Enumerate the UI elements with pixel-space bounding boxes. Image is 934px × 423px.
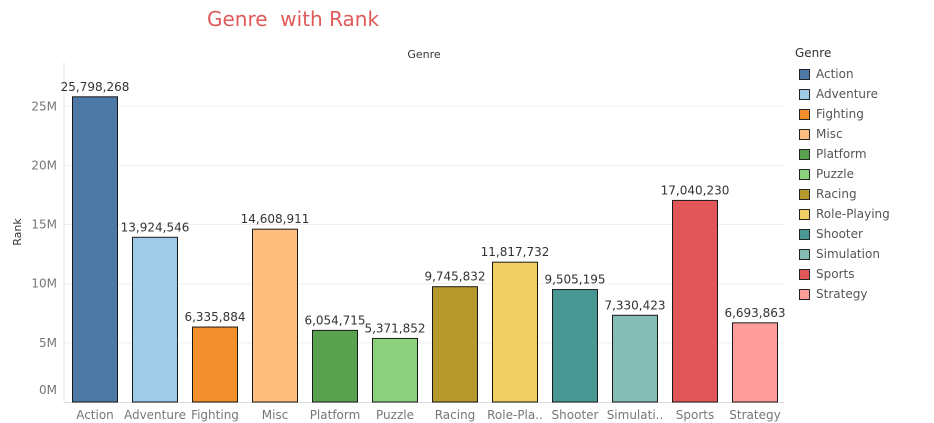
bar-simulati-: [612, 314, 658, 403]
bar-fighting: [192, 326, 238, 403]
column-header: Genre: [407, 48, 441, 61]
x-tick-label: Fighting: [191, 408, 239, 422]
legend-item[interactable]: Fighting: [795, 104, 890, 124]
legend-label: Shooter: [816, 227, 863, 241]
legend-item[interactable]: Simulation: [795, 244, 890, 264]
legend-swatch: [799, 88, 810, 100]
legend-item[interactable]: Adventure: [795, 84, 890, 104]
y-tick-label: 25M: [31, 99, 57, 113]
data-label: 9,505,195: [544, 273, 605, 287]
data-label: 9,745,832: [424, 270, 485, 284]
legend-label: Simulation: [816, 247, 880, 261]
legend-item[interactable]: Puzzle: [795, 164, 890, 184]
legend-swatch: [799, 168, 810, 180]
y-axis-label: Rank: [11, 218, 24, 246]
x-tick-label: Sports: [676, 408, 714, 422]
x-tick-label: Platform: [310, 408, 361, 422]
legend-swatch: [799, 228, 810, 240]
legend-label: Sports: [816, 267, 855, 281]
data-label: 6,693,863: [724, 306, 785, 320]
legend-label: Adventure: [816, 87, 879, 101]
x-tick-label: Role-Pla..: [487, 408, 543, 422]
bar-platform: [312, 329, 358, 403]
legend-swatch: [799, 148, 810, 160]
legend-item[interactable]: Platform: [795, 144, 890, 164]
data-label: 11,817,732: [481, 245, 550, 259]
bar-role-pla-: [492, 261, 538, 403]
legend-item[interactable]: Misc: [795, 124, 890, 144]
legend-label: Role-Playing: [816, 207, 890, 221]
legend-swatch: [799, 208, 810, 220]
legend-label: Platform: [816, 147, 867, 161]
data-label: 6,054,715: [304, 313, 365, 327]
bar-shooter: [552, 289, 598, 403]
bar-racing: [432, 286, 478, 403]
legend-item[interactable]: Sports: [795, 264, 890, 284]
legend-swatch: [799, 288, 810, 300]
data-label: 14,608,911: [241, 212, 310, 226]
bar-chart: 0M 5M 10M 15M 20M 25M Rank Genre 25,798,268 Actio…: [11, 48, 785, 422]
bar-strategy: [732, 322, 778, 403]
x-tick-label: Action: [76, 408, 114, 422]
data-label: 6,335,884: [184, 310, 245, 324]
x-tick-label: Racing: [435, 408, 476, 422]
legend-item[interactable]: Racing: [795, 184, 890, 204]
data-label: 17,040,230: [661, 183, 730, 197]
y-tick-label: 0M: [39, 383, 57, 397]
y-tick-label: 15M: [31, 218, 57, 232]
x-tick-label: Puzzle: [376, 408, 414, 422]
chart-title: Genre with Rank: [207, 7, 380, 31]
legend-item[interactable]: Shooter: [795, 224, 890, 244]
legend-swatch: [799, 68, 810, 80]
x-tick-label: Shooter: [552, 408, 599, 422]
legend-title: Genre: [795, 46, 832, 60]
legend-swatch: [799, 188, 810, 200]
legend-item[interactable]: Role-Playing: [795, 204, 890, 224]
x-tick-label: Adventure: [124, 408, 186, 422]
bar-action: [72, 96, 118, 403]
bar-adventure: [132, 236, 178, 403]
x-tick-label: Misc: [262, 408, 289, 422]
y-tick-label: 5M: [39, 336, 57, 350]
legend-swatch: [799, 128, 810, 140]
legend-label: Action: [816, 67, 854, 81]
legend-label: Racing: [816, 187, 857, 201]
legend-swatch: [799, 108, 810, 120]
legend-item[interactable]: Action: [795, 64, 890, 84]
bar-puzzle: [372, 337, 418, 403]
legend-swatch: [799, 268, 810, 280]
legend-label: Strategy: [816, 287, 868, 301]
y-tick-label: 10M: [31, 277, 57, 291]
legend: Genre Action Adventure Fighting Misc Platfor…: [795, 46, 890, 304]
y-tick-label: 20M: [31, 158, 57, 172]
data-label: 25,798,268: [61, 80, 130, 94]
legend-item[interactable]: Strategy: [795, 284, 890, 304]
legend-swatch: [799, 248, 810, 260]
x-tick-label: Strategy: [729, 408, 780, 422]
bar-sports: [672, 199, 718, 403]
data-label: 7,330,423: [604, 298, 665, 312]
legend-label: Misc: [816, 127, 843, 141]
data-label: 13,924,546: [121, 220, 190, 234]
bar-misc: [252, 228, 298, 403]
x-tick-label: Simulati..: [607, 408, 664, 422]
data-label: 5,371,852: [364, 321, 425, 335]
legend-label: Puzzle: [816, 167, 854, 181]
legend-label: Fighting: [816, 107, 864, 121]
